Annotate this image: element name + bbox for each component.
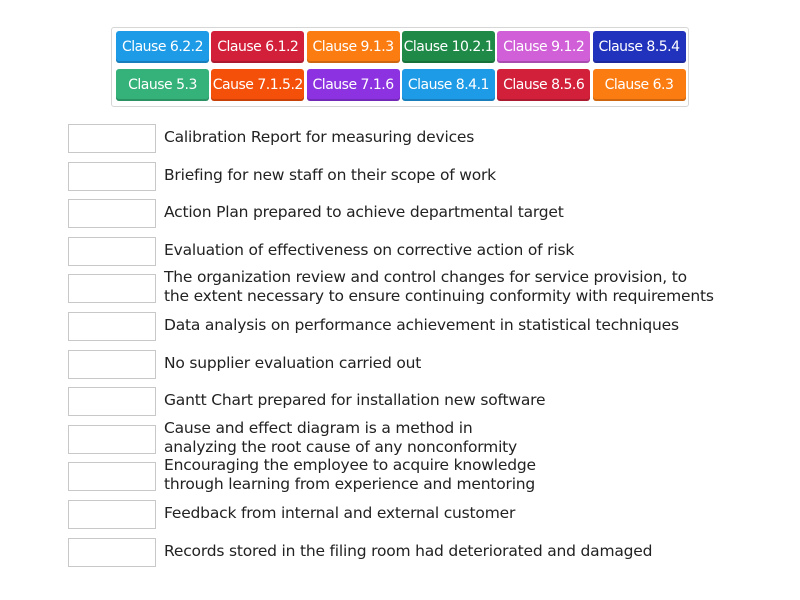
- answer-tile[interactable]: Clause 8.4.1: [401, 69, 495, 101]
- answer-tile[interactable]: Clause 8.5.4: [592, 31, 686, 63]
- drop-target-box[interactable]: [68, 199, 156, 229]
- answer-tile[interactable]: Clause 9.1.2: [497, 31, 591, 63]
- match-item-text: No supplier evaluation carried out: [164, 353, 422, 372]
- match-item-text: Action Plan prepared to achieve departme…: [164, 203, 564, 222]
- drop-target-box[interactable]: [68, 274, 156, 304]
- drop-target-box[interactable]: [68, 462, 156, 492]
- answer-tile[interactable]: Clause 6.1.2: [211, 31, 305, 63]
- answer-tile[interactable]: Clause 6.2.2: [116, 31, 209, 63]
- match-item-text: Cause and effect diagram is a method in …: [164, 418, 518, 456]
- drop-target-box[interactable]: [68, 236, 156, 266]
- answer-tile-bank: Clause 6.2.2 Clause 6.1.2 Clause 9.1.3 Clau…: [111, 27, 689, 107]
- answer-tile[interactable]: Clause 5.3: [116, 69, 209, 101]
- answer-tile[interactable]: Clause 8.5.6: [497, 69, 591, 101]
- drop-target-box[interactable]: [68, 500, 156, 529]
- match-item-text: Encouraging the employee to acquire know…: [164, 456, 536, 494]
- answer-tile[interactable]: Clause 6.3: [592, 69, 686, 101]
- match-item-text: The organization review and control chan…: [164, 268, 714, 306]
- answer-tile[interactable]: Clause 10.2.1: [401, 31, 495, 63]
- match-item-text: Gantt Chart prepared for installation ne…: [164, 391, 546, 410]
- answer-tile[interactable]: Cause 7.1.5.2: [211, 69, 305, 101]
- match-item-text: Calibration Report for measuring devices: [164, 128, 475, 146]
- match-item-text: Feedback from internal and external cust…: [164, 504, 516, 522]
- answer-tile[interactable]: Clause 7.1.6: [306, 69, 400, 101]
- drop-target-box[interactable]: [68, 387, 156, 417]
- match-item-text: Evaluation of effectiveness on correctiv…: [164, 240, 575, 259]
- match-item-text: Data analysis on performance achievement…: [164, 316, 679, 334]
- drop-target-box[interactable]: [68, 349, 156, 379]
- drop-target-box[interactable]: [68, 312, 156, 341]
- answer-tile[interactable]: Clause 9.1.3: [306, 31, 400, 63]
- match-item-text: Briefing for new staff on their scope of…: [164, 165, 496, 184]
- match-item-text: Records stored in the filing room had de…: [164, 541, 653, 560]
- drop-target-box[interactable]: [68, 161, 156, 191]
- drop-target-box[interactable]: [68, 124, 156, 153]
- drop-target-box[interactable]: [68, 424, 156, 454]
- drop-target-box[interactable]: [68, 537, 156, 567]
